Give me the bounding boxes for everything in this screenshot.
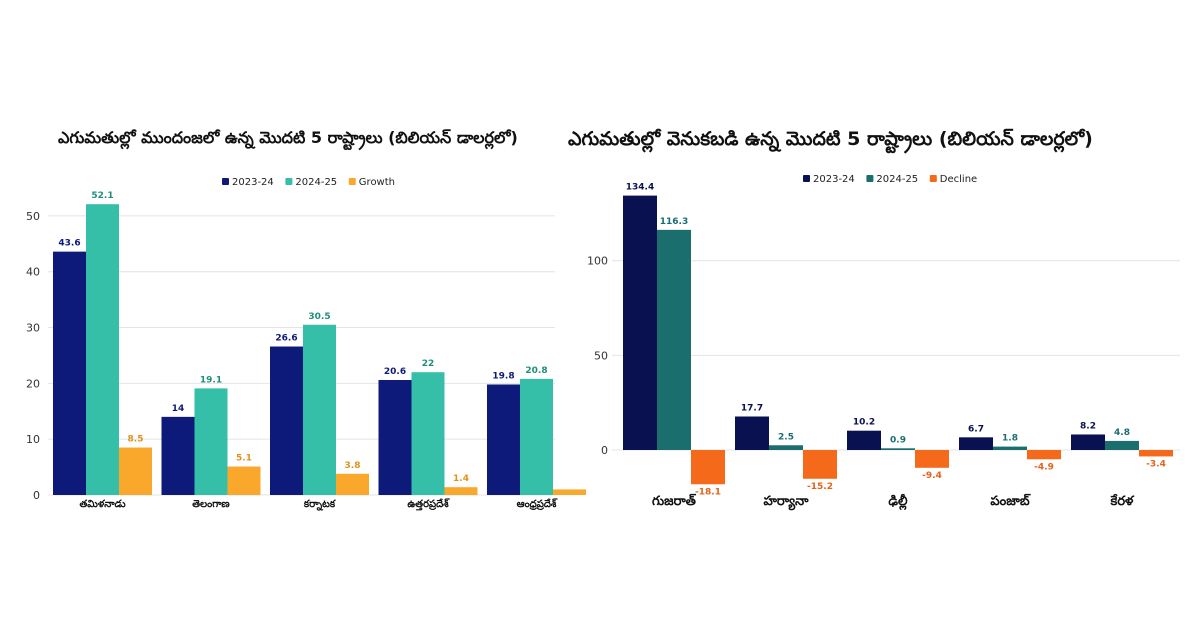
legend-swatch (285, 178, 293, 185)
bar (53, 251, 86, 495)
data-label: 1.8 (1002, 434, 1018, 444)
bar (86, 204, 119, 496)
bar (194, 388, 228, 495)
data-label: 52.1 (91, 191, 113, 201)
y-tick-label: 0 (601, 444, 608, 457)
data-label: 20.8 (525, 366, 547, 376)
bar (336, 473, 369, 495)
bar (227, 466, 261, 495)
legend-label: 2024-25 (876, 174, 918, 185)
chart-title-leading-states: ఎగుమతుల్లో ముందంజలో ఉన్న మొదటి 5 రాష్ట్ర… (58, 128, 518, 147)
data-label: 1.4 (453, 474, 469, 484)
data-label: 5.1 (236, 454, 252, 464)
bar (378, 380, 412, 495)
legend-swatch (929, 175, 937, 182)
data-label: 20.6 (384, 367, 406, 377)
bar (847, 430, 881, 450)
bar (881, 448, 915, 450)
bar (769, 445, 803, 450)
data-label: 19.1 (200, 375, 222, 385)
data-label: -4.9 (1034, 462, 1054, 472)
data-label: 4.8 (1114, 428, 1130, 438)
y-tick-label: 50 (594, 349, 608, 362)
x-tick-label: ఉత్తరప్రదేశ్ (407, 498, 450, 511)
data-label: 14 (172, 404, 185, 414)
y-tick-label: 30 (26, 322, 40, 335)
bar (270, 346, 303, 495)
x-tick-label: హర్యానా (763, 494, 809, 511)
bar (444, 487, 478, 495)
y-tick-label: 40 (26, 266, 40, 279)
bar (915, 450, 949, 468)
bar (553, 489, 586, 495)
bar (1139, 450, 1173, 457)
data-label: 134.4 (626, 183, 654, 193)
x-tick-label: గుజరాత్ (652, 493, 697, 509)
bar (657, 229, 691, 450)
bar (411, 372, 445, 495)
data-label: 43.6 (58, 239, 80, 249)
bar (803, 450, 837, 479)
legend-label: 2023-24 (813, 174, 855, 185)
data-label: 6.7 (968, 424, 984, 434)
x-tick-label: తమిళనాడు (79, 499, 126, 510)
bar (161, 416, 195, 495)
x-tick-label: కేరళ (1110, 493, 1135, 509)
bar (623, 195, 657, 450)
x-tick-label: ఢిల్లీ (888, 493, 908, 511)
bar (303, 324, 336, 495)
legend-label: Growth (359, 177, 395, 188)
bar (1027, 450, 1061, 460)
legend-swatch (222, 178, 229, 185)
x-tick-label: తెలంగాణ (192, 499, 230, 510)
data-label: 8.2 (1080, 421, 1096, 431)
data-label: 8.5 (128, 435, 144, 445)
data-label: -18.1 (695, 487, 721, 497)
bar (1105, 440, 1139, 450)
chart-title-lagging-states: ఎగుమతుల్లో వెనుకబడి ఉన్న మొదటి 5 రాష్ట్ర… (568, 128, 1093, 150)
data-label: 10.2 (853, 418, 875, 428)
y-tick-label: 20 (26, 377, 40, 390)
data-label: -9.4 (922, 471, 942, 481)
bar (691, 450, 725, 485)
data-label: -15.2 (807, 482, 833, 492)
y-tick-label: 100 (587, 255, 608, 268)
y-tick-label: 10 (26, 433, 40, 446)
legend-swatch (348, 178, 356, 185)
data-label: 17.7 (741, 403, 763, 413)
legend-swatch (803, 175, 810, 182)
legend-swatch (866, 175, 874, 182)
x-tick-label: పంజాబ్ (990, 493, 1030, 509)
legend-label: Decline (940, 174, 977, 185)
y-tick-label: 50 (26, 210, 40, 223)
data-label: 116.3 (660, 217, 688, 227)
data-label: 22 (422, 359, 435, 369)
x-tick-label: ఆంధ్రప్రదేశ్ (517, 498, 558, 511)
data-label: 30.5 (308, 312, 330, 322)
y-tick-label: 0 (33, 489, 40, 502)
bar (520, 378, 553, 495)
bar (487, 384, 520, 495)
data-label: 19.8 (492, 371, 514, 381)
bar (735, 416, 769, 450)
data-label: 2.5 (778, 432, 794, 442)
data-label: 3.8 (345, 461, 361, 471)
bar (1071, 434, 1105, 450)
legend-label: 2024-25 (295, 177, 337, 188)
bar (993, 446, 1027, 450)
x-tick-label: కర్నాటక (303, 499, 336, 511)
data-label: 26.6 (275, 334, 297, 344)
data-label: -3.4 (1146, 459, 1166, 469)
bar (959, 437, 993, 450)
bar (119, 447, 152, 495)
data-label: 0.9 (890, 435, 906, 445)
legend-label: 2023-24 (232, 177, 274, 188)
